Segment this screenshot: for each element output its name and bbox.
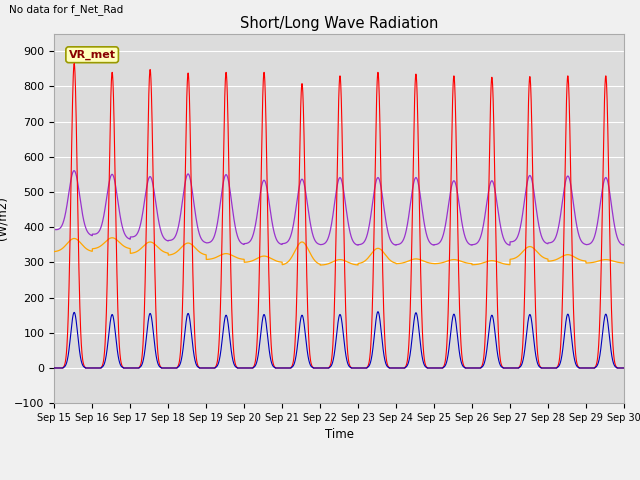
Text: VR_met: VR_met: [68, 49, 116, 60]
Title: Short/Long Wave Radiation: Short/Long Wave Radiation: [240, 16, 438, 31]
Text: No data for f_Net_Rad: No data for f_Net_Rad: [9, 4, 123, 15]
Y-axis label: (W/m2): (W/m2): [0, 196, 9, 240]
X-axis label: Time: Time: [324, 429, 354, 442]
